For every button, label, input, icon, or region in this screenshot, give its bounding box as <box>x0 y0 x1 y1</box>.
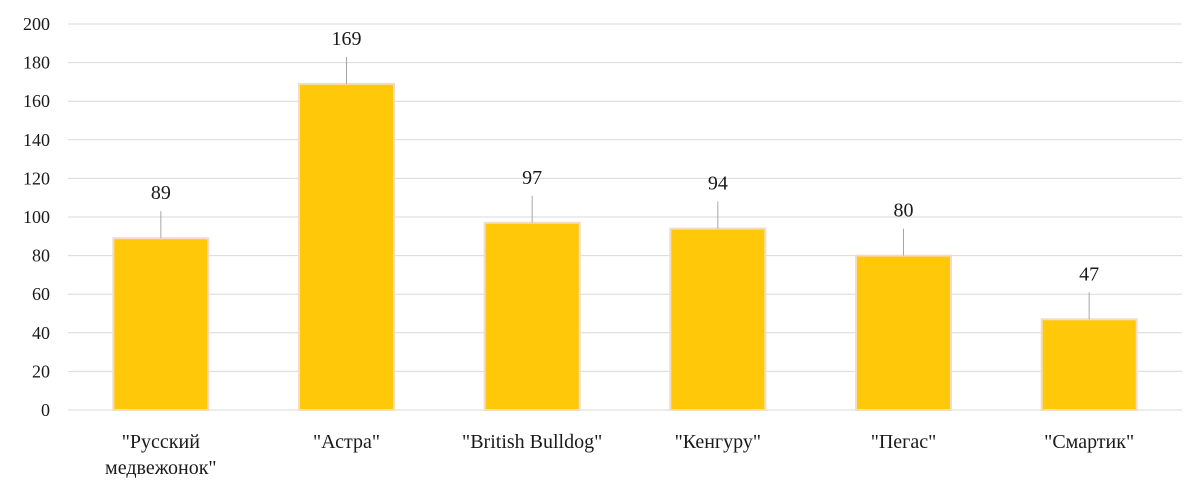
x-tick-label-line: "Пегас" <box>871 431 937 453</box>
x-tick-label-line: "Русский <box>122 431 200 453</box>
bar <box>112 237 210 411</box>
y-tick-label: 100 <box>23 207 50 227</box>
y-tick-label: 80 <box>32 246 50 266</box>
bars <box>112 82 1138 412</box>
y-tick-label: 200 <box>23 14 50 34</box>
x-tick-label: "Кенгуру" <box>675 431 761 453</box>
data-label: 89 <box>151 182 171 204</box>
x-tick-label: "Пегас" <box>871 431 937 453</box>
data-label-leader-lines <box>160 56 1090 320</box>
data-label: 94 <box>708 173 728 195</box>
data-label: 80 <box>894 200 914 222</box>
y-tick-label: 40 <box>32 323 50 343</box>
x-tick-label: "Астра" <box>313 431 380 453</box>
gridlines <box>68 23 1182 411</box>
x-tick-label-line: медвежонок" <box>105 457 217 479</box>
x-tick-label-line: "British Bulldog" <box>462 431 602 453</box>
x-tick-label: "Смартик" <box>1044 431 1134 453</box>
bar <box>1040 318 1138 412</box>
y-tick-label: 20 <box>32 361 50 381</box>
y-axis-tick-labels: 0 20 40 60 80 100 120 140 160 180 200 <box>23 14 50 420</box>
y-tick-label: 60 <box>32 284 50 304</box>
bar <box>483 221 581 411</box>
x-tick-label: "Русский медвежонок" <box>105 431 217 479</box>
data-labels: 89 169 97 94 80 47 <box>151 28 1099 285</box>
x-tick-label: "British Bulldog" <box>462 431 602 453</box>
y-tick-label: 120 <box>23 168 50 188</box>
data-label: 47 <box>1079 263 1099 285</box>
y-tick-label: 140 <box>23 130 50 150</box>
bar <box>669 227 767 411</box>
y-tick-label: 0 <box>41 400 50 420</box>
data-label: 97 <box>522 167 542 189</box>
x-tick-label-line: "Смартик" <box>1044 431 1134 453</box>
x-tick-label-line: "Кенгуру" <box>675 431 761 453</box>
y-tick-label: 160 <box>23 91 50 111</box>
x-axis-tick-labels: "Русский медвежонок" "Астра" "British Bulld… <box>105 431 1134 479</box>
y-tick-label: 180 <box>23 53 50 73</box>
data-label: 169 <box>332 28 362 50</box>
bar <box>855 254 952 411</box>
x-tick-label-line: "Астра" <box>313 431 380 453</box>
bar <box>298 82 395 412</box>
